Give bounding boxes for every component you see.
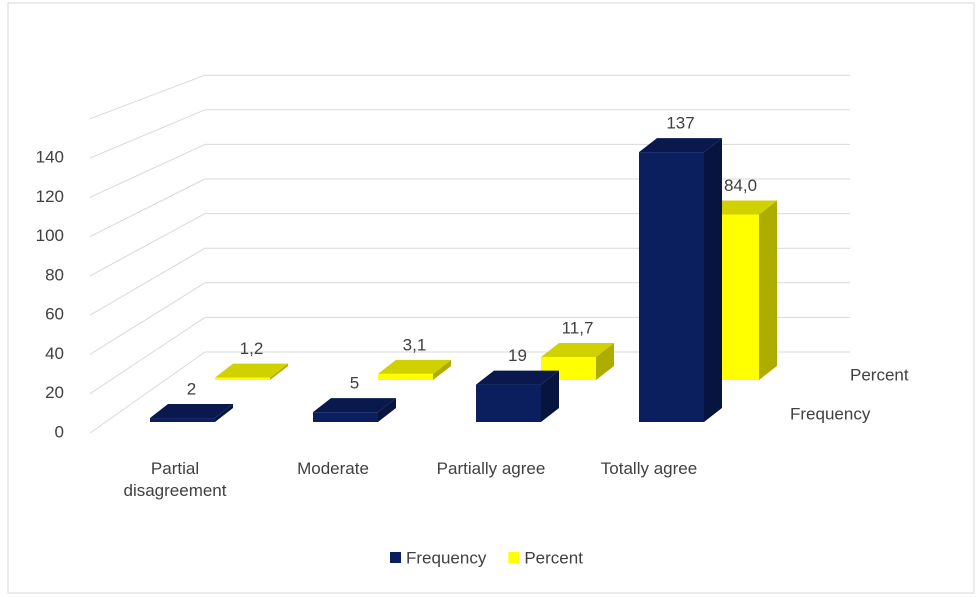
legend-swatch	[390, 552, 401, 563]
bar-top	[704, 200, 777, 215]
grid-line	[89, 178, 850, 238]
grid-side	[89, 109, 206, 159]
bar-front	[378, 373, 433, 380]
bar-top	[639, 138, 722, 153]
grid-side	[89, 282, 206, 355]
x-tick-label: Partial disagreement	[123, 459, 227, 500]
bar-side	[215, 404, 233, 422]
y-tick-label: 20	[45, 383, 64, 402]
y-tick-label: 60	[45, 305, 64, 324]
bar	[639, 138, 722, 423]
value-label: 3,1	[403, 335, 427, 354]
bar	[215, 363, 288, 380]
bar	[476, 370, 559, 422]
grid-line	[89, 143, 850, 198]
bar-side	[270, 363, 288, 380]
grid-side	[89, 247, 206, 316]
x-tick-label: Totally agree	[600, 459, 698, 478]
value-label: 1,2	[240, 339, 264, 358]
bar-side	[704, 138, 722, 423]
bar-top	[476, 370, 559, 385]
grid-side	[89, 213, 206, 277]
value-label: 84,0	[724, 176, 757, 195]
chart-border	[7, 2, 975, 594]
grid-side	[89, 178, 206, 238]
bar-top	[541, 342, 614, 357]
bar-top	[215, 363, 288, 378]
y-tick-label: 100	[36, 226, 64, 245]
value-label: 5	[350, 374, 359, 393]
bar-top	[150, 404, 233, 419]
value-label: 11,7	[562, 318, 594, 337]
value-label: 19	[508, 346, 527, 365]
bar-front	[476, 384, 541, 422]
grid-side	[89, 316, 206, 395]
grid-side	[89, 143, 206, 198]
bar-front	[215, 377, 270, 380]
value-label: 2	[187, 380, 196, 399]
bar-side	[433, 359, 451, 380]
grid-line	[89, 109, 850, 159]
bar	[541, 342, 614, 380]
depth-label: Percent	[850, 365, 909, 384]
value-label: 137	[666, 114, 694, 133]
bar-side	[378, 398, 396, 422]
y-tick-label: 120	[36, 187, 64, 206]
bar-front	[150, 418, 215, 422]
bar	[313, 398, 396, 422]
legend-swatch	[508, 552, 520, 563]
bar	[378, 359, 451, 380]
bar-front	[313, 412, 378, 422]
bar-top	[378, 359, 451, 374]
bar	[150, 404, 233, 422]
x-tick-label: Moderate	[297, 459, 369, 478]
x-tick-label: Partially agree	[436, 459, 546, 478]
y-tick-label: 140	[36, 148, 64, 167]
y-tick-label: 80	[45, 265, 64, 284]
legend-label: Percent	[524, 548, 583, 567]
bar-side	[759, 200, 777, 380]
depth-label: Frequency	[790, 404, 871, 423]
legend-label: Frequency	[406, 548, 487, 567]
bar-top	[313, 398, 396, 413]
y-tick-label: 40	[45, 344, 64, 363]
bar-front	[639, 152, 704, 423]
bar-side	[596, 342, 614, 380]
y-tick-label: 0	[55, 422, 64, 441]
wall-edge	[89, 74, 206, 120]
bar-side	[541, 370, 559, 422]
grid-side	[89, 351, 206, 434]
